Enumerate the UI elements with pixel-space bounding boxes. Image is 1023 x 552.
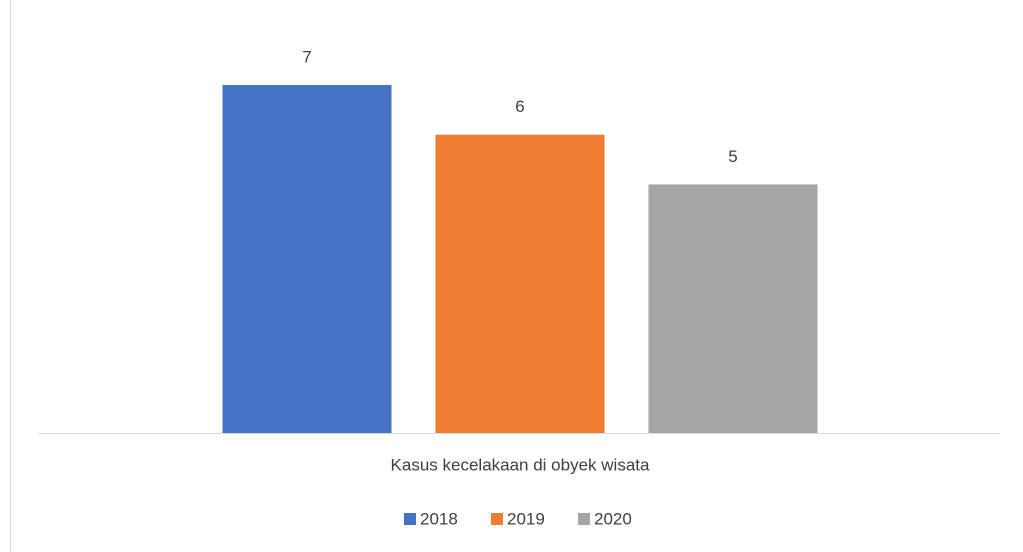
legend-label: 2018 — [420, 509, 458, 528]
legend-swatch — [578, 513, 590, 525]
bar — [648, 184, 818, 433]
legend-label: 2019 — [507, 509, 545, 528]
bar — [435, 134, 605, 433]
legend-swatch — [491, 513, 503, 525]
data-label: 5 — [728, 147, 737, 166]
data-label: 6 — [515, 97, 524, 116]
data-label: 7 — [302, 47, 311, 66]
legend-swatch — [404, 513, 416, 525]
legend-label: 2020 — [594, 509, 632, 528]
bar — [222, 85, 392, 433]
x-tick-label: Kasus kecelakaan di obyek wisata — [391, 455, 650, 474]
